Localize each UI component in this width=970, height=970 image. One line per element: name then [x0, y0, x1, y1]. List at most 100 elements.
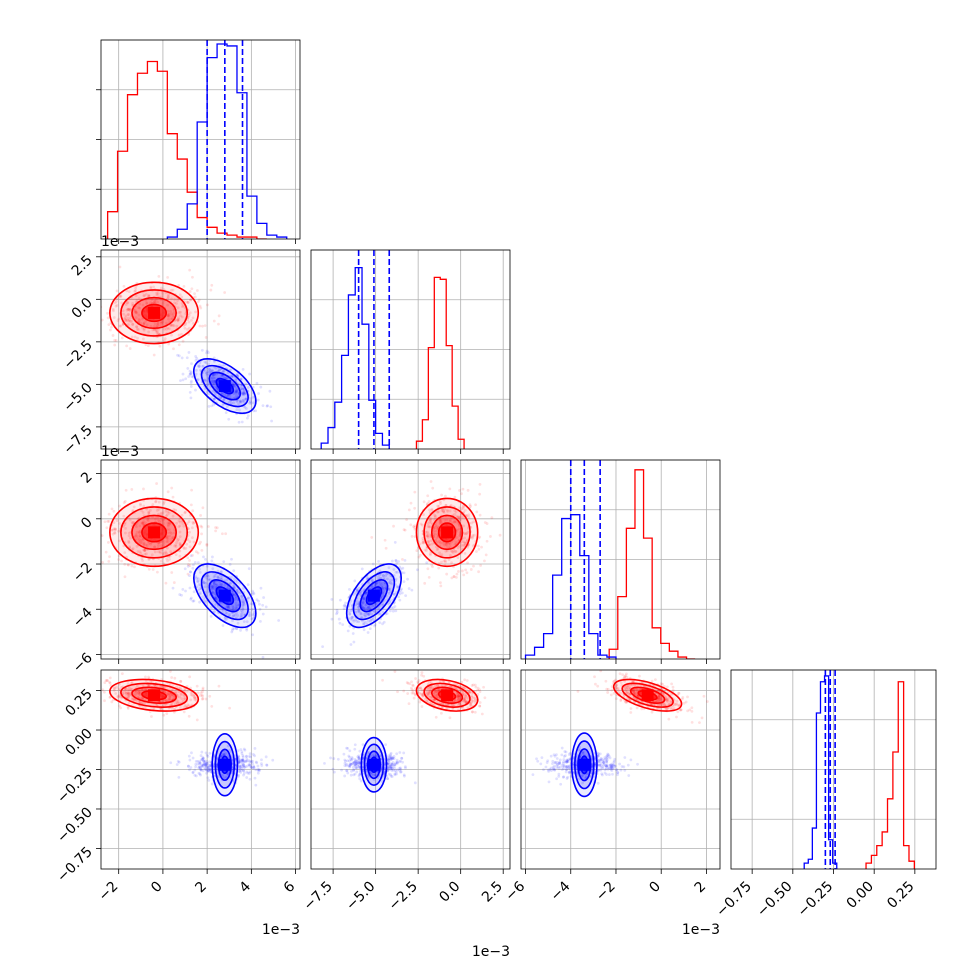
panel-1-0-point-1-400 [243, 392, 246, 396]
panel-2-0-point-1-133 [223, 616, 227, 620]
panel-2-1-point-1-190 [350, 616, 354, 620]
panel-2-1-point-1-237 [374, 582, 378, 586]
panel-3-0-point-1-105 [254, 783, 258, 787]
panel-2-1-point-1-418 [363, 606, 367, 610]
panel-2-0-point-1-43 [242, 601, 245, 605]
panel-3-0-content [101, 670, 275, 797]
panel-3-0-point-0-336 [115, 685, 119, 689]
panel-2-1-point-1-413 [373, 609, 376, 613]
panel-1-0-point-1-162 [235, 388, 239, 392]
panel-3-1-point-1-395 [395, 760, 399, 764]
panel-3-0-point-1-323 [242, 764, 245, 768]
panel-3-1-point-0-442 [461, 685, 464, 689]
panel-1-0-point-1-199 [219, 395, 223, 399]
panel-3-1-point-0-215 [478, 704, 482, 708]
panel-2-0-point-1-94 [198, 591, 202, 595]
panel-1-0-point-0-199 [153, 300, 157, 303]
panel-3-1-point-0-293 [453, 686, 457, 690]
panel-3-1-point-1-329 [371, 753, 375, 757]
panel-3-1-point-0-359 [432, 698, 436, 702]
panel-3-1-point-1-259 [357, 755, 361, 759]
panel-1-0-point-0-301 [167, 327, 171, 331]
panel-3-0-point-0-258 [160, 707, 163, 711]
panel-3-1-point-0-253 [458, 694, 461, 698]
panel-2-0-point-1-189 [233, 626, 236, 630]
panel-3-0-point-1-120 [207, 765, 211, 769]
panel-2-0-point-0-49 [143, 552, 147, 556]
panel-1-0-point-0-411 [167, 342, 171, 346]
panel-2-1-point-1-352 [366, 619, 370, 623]
panel-1-1-content [320, 250, 465, 449]
panel-2-0-point-0-407 [184, 546, 188, 550]
panel-2-0-point-0-185 [184, 510, 187, 514]
panel-3-1-point-1-302 [391, 760, 395, 764]
panel-1-0-point-1-248 [201, 365, 204, 368]
panel-1-0-point-1-24 [212, 379, 216, 383]
panel-3-2-point-0-28 [669, 705, 673, 709]
panel-2-1-point-1-248 [383, 582, 387, 586]
panel-2-0-point-1-202 [231, 619, 234, 623]
panel-3-1-point-0-382 [428, 690, 431, 693]
panel-2-1-point-0-163 [426, 524, 430, 528]
panel-2-0-point-1-406 [213, 583, 217, 587]
panel-3-2-point-0-154 [679, 708, 682, 712]
panel-2-0-point-1-408 [226, 586, 230, 590]
panel-1-0-point-0-157 [159, 321, 163, 325]
panel-3-0-point-1-151 [203, 763, 207, 766]
panel-2-1-point-0-106 [432, 526, 436, 530]
panel-2-1-point-0-439 [431, 486, 435, 490]
panel-3-0-point-0-329 [210, 705, 214, 708]
panel-2-1-point-0-392 [453, 512, 457, 516]
panel-2-0-point-0-445 [127, 539, 131, 543]
panel-1-0-point-0-191 [155, 293, 159, 297]
panel-2-0-point-1-54 [232, 585, 236, 588]
panel-3-0-point-1-175 [201, 757, 204, 761]
panel-2-0-point-0-75 [147, 511, 151, 515]
panel-3-0-point-1-288 [193, 773, 197, 777]
panel-3-0-point-1-414 [240, 768, 244, 772]
panel-2-0-point-0-110 [165, 557, 169, 561]
panel-2-0-point-1-165 [220, 583, 224, 586]
panel-2-1-point-0-375 [439, 541, 442, 545]
panel-1-0-peak-0 [148, 306, 161, 319]
panel-3-1-point-1-402 [388, 754, 392, 758]
panel-2-0-point-1-136 [252, 592, 256, 596]
panel-2-0-point-0-194 [143, 548, 146, 552]
panel-2-0-point-0-406 [139, 502, 142, 506]
panel-2-0-point-0-348 [177, 538, 180, 541]
panel-1-0-point-0-412 [138, 306, 142, 310]
panel-2-1-point-0-376 [453, 520, 456, 523]
panel-2-0-point-1-193 [264, 605, 268, 609]
panel-3-1-point-0-80 [426, 686, 430, 690]
panel-2-0-point-1-55 [242, 600, 246, 604]
panel-3-1-point-1-418 [389, 763, 393, 766]
panel-1-0-point-0-261 [131, 303, 134, 307]
panel-3-2-point-0-286 [675, 702, 678, 706]
panel-3-0-point-1-97 [199, 758, 203, 762]
panel-1-0-point-1-56 [232, 392, 236, 396]
panel-1-0-point-1-31 [248, 401, 252, 405]
panel-2-0-point-0-447 [124, 531, 127, 535]
panel-1-0-point-1-37 [194, 368, 198, 372]
panel-2-0-point-1-243 [241, 608, 245, 611]
panel-2-1-point-0-23 [429, 517, 433, 520]
panel-3-1-point-0-283 [445, 706, 449, 710]
panel-3-0-point-0-153 [179, 693, 183, 697]
panel-3-0-point-1-378 [242, 763, 246, 767]
panel-3-2-point-0-125 [657, 696, 660, 699]
panel-2-1-point-0-205 [475, 550, 478, 553]
panel-2-1-point-1-279 [354, 618, 357, 622]
panel-2-1-point-0-132 [439, 502, 442, 506]
panel-2-1-point-1-59 [380, 581, 384, 585]
panel-3-1-point-1-301 [393, 766, 396, 770]
panel-2-0-point-0-257 [127, 531, 131, 535]
panel-2-1-point-1-30 [387, 591, 391, 595]
panel-3-1-point-1-383 [393, 772, 397, 776]
panel-1-0-point-0-97 [125, 344, 129, 348]
panel-2-0-point-0-179 [151, 503, 155, 506]
panel-2-1-point-0-242 [455, 514, 458, 518]
panel-2-0-point-1-170 [212, 580, 216, 584]
panel-3-2-point-0-7 [617, 689, 621, 693]
panel-2-1-point-0-415 [409, 501, 413, 505]
panel-2-1-point-0-360 [429, 480, 433, 483]
